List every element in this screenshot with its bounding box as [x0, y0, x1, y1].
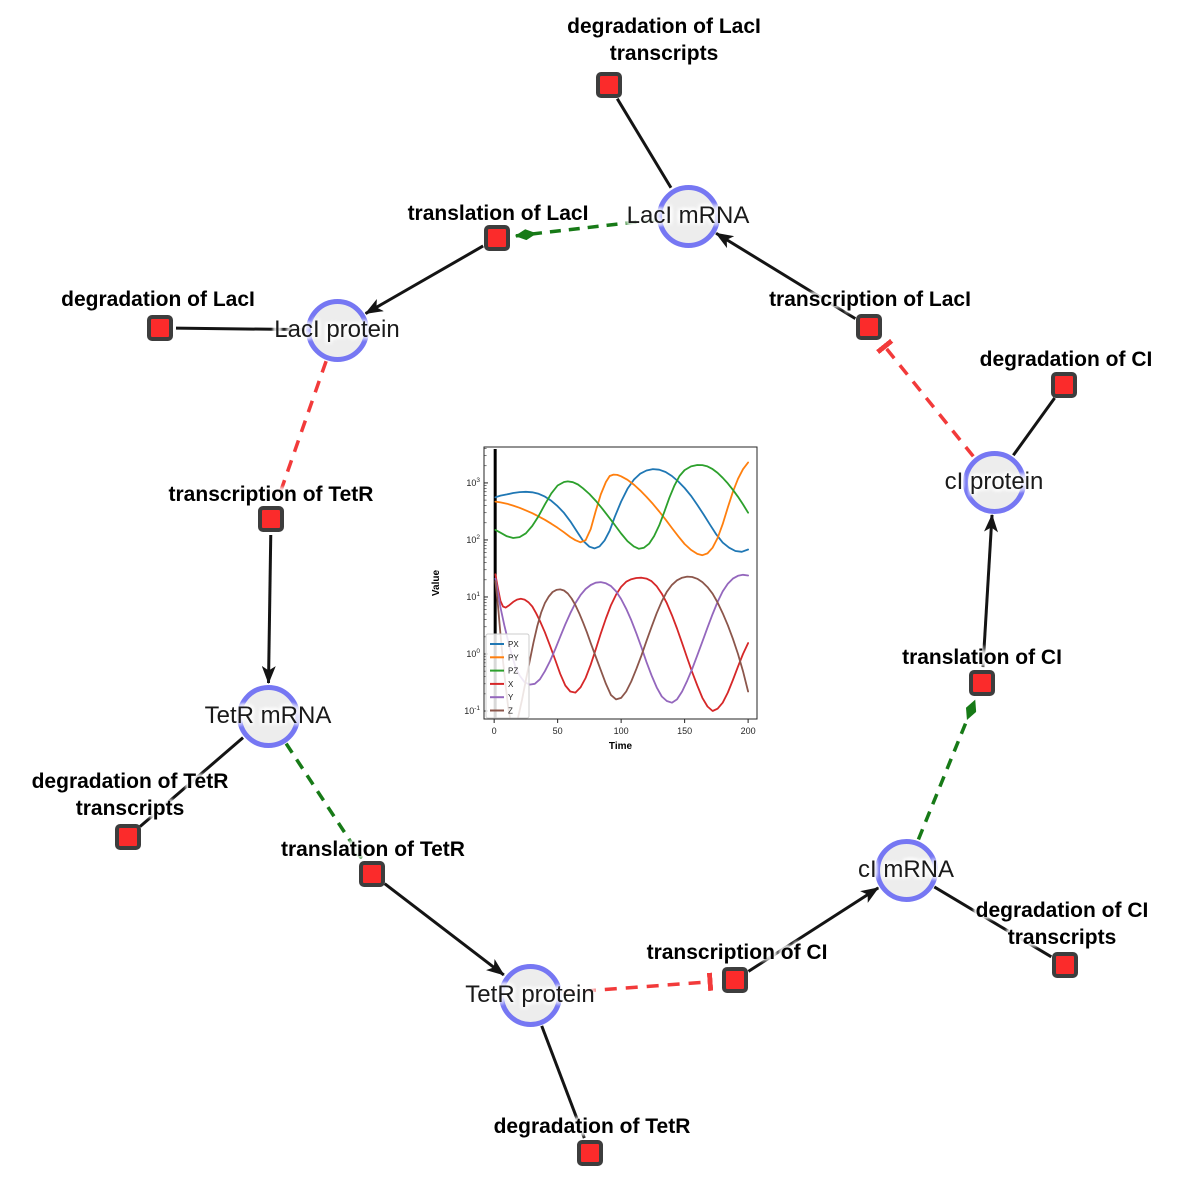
series-line-PX: [494, 468, 750, 553]
y-tick-label: 100: [466, 648, 480, 659]
plot-frame: [483, 446, 758, 720]
reaction-node-deg-laci-transcripts[interactable]: [596, 72, 622, 98]
reaction-node-deg-tetr[interactable]: [577, 1140, 603, 1166]
reaction-node-transcription-ci[interactable]: [722, 967, 748, 993]
legend-label-Z: Z: [508, 707, 513, 716]
species-node-ci-mrna[interactable]: [874, 838, 938, 902]
y-axis-title: Value: [431, 570, 442, 597]
legend-label-PY: PY: [508, 653, 519, 662]
inset-plot: 10-1 100 101 102 103 0 50 100 150 200 Time Value PX P…: [425, 438, 775, 770]
edge-consumption-ci-mrna-to-deg-ci-transcripts: [933, 885, 1053, 959]
species-node-tetr-protein[interactable]: [498, 963, 562, 1027]
series-line-PY: [494, 461, 750, 557]
edge-production-transcription-ci-to-ci-mrna: [747, 886, 880, 973]
edge-production-translation-ci-to-ci-protein: [981, 513, 999, 668]
reaction-node-translation-tetr[interactable]: [359, 861, 385, 887]
legend-label-X: X: [508, 680, 514, 689]
reaction-node-deg-ci[interactable]: [1051, 372, 1077, 398]
reaction-node-deg-ci-transcripts[interactable]: [1052, 952, 1078, 978]
species-node-laci-protein[interactable]: [305, 298, 369, 362]
edge-consumption-tetr-mrna-to-deg-tetr-transcripts: [139, 736, 245, 828]
edge-production-transcription-laci-to-laci-mrna: [715, 231, 857, 320]
edge-production-translation-tetr-to-tetr-protein: [383, 882, 505, 977]
species-node-laci-mrna[interactable]: [656, 184, 720, 248]
reaction-node-translation-ci[interactable]: [969, 670, 995, 696]
reaction-node-deg-tetr-transcripts[interactable]: [115, 824, 141, 850]
x-tick-label: 100: [614, 726, 629, 736]
series-line-X: [494, 573, 750, 712]
y-tick-label: 102: [466, 534, 480, 545]
reaction-node-transcription-laci[interactable]: [856, 314, 882, 340]
edge-modifier-laci-mrna-to-translation-laci: [514, 218, 656, 241]
reaction-node-transcription-tetr[interactable]: [258, 506, 284, 532]
species-node-ci-protein[interactable]: [962, 450, 1026, 514]
legend-label-PX: PX: [508, 640, 519, 649]
edge-consumption-ci-protein-to-deg-ci: [1012, 397, 1056, 457]
species-node-tetr-mrna[interactable]: [236, 684, 300, 748]
edge-modifier-ci-mrna-to-translation-ci: [916, 699, 977, 841]
reaction-node-deg-laci[interactable]: [147, 315, 173, 341]
edge-modifier-tetr-mrna-to-translation-tetr: [284, 742, 364, 860]
legend-label-Y: Y: [508, 693, 514, 702]
edge-production-translation-laci-to-laci-protein: [364, 244, 484, 315]
x-tick-label: 200: [741, 726, 756, 736]
y-tick-label: 10-1: [464, 705, 480, 716]
y-tick-label: 103: [466, 477, 480, 488]
x-tick-label: 50: [553, 726, 563, 736]
x-tick-label: 150: [677, 726, 692, 736]
plot-background: [425, 438, 775, 770]
edge-consumption-tetr-protein-to-deg-tetr: [540, 1025, 586, 1139]
edge-inhibition-ci-protein-to-transcription-laci: [876, 338, 975, 458]
x-axis-title: Time: [609, 741, 633, 752]
legend-label-PZ: PZ: [508, 667, 518, 676]
edge-inhibition-tetr-protein-to-transcription-ci: [562, 972, 714, 995]
edge-consumption-laci-protein-to-deg-laci: [175, 326, 305, 332]
edge-consumption-laci-mrna-to-deg-laci-transcripts: [615, 97, 673, 189]
edge-production-transcription-tetr-to-tetr-mrna: [261, 534, 276, 685]
reaction-node-translation-laci[interactable]: [484, 225, 510, 251]
edge-inhibition-laci-protein-to-transcription-tetr: [269, 360, 328, 501]
series-line-PZ: [494, 464, 750, 550]
x-tick-label: 0: [492, 726, 497, 736]
y-tick-label: 101: [466, 591, 480, 602]
